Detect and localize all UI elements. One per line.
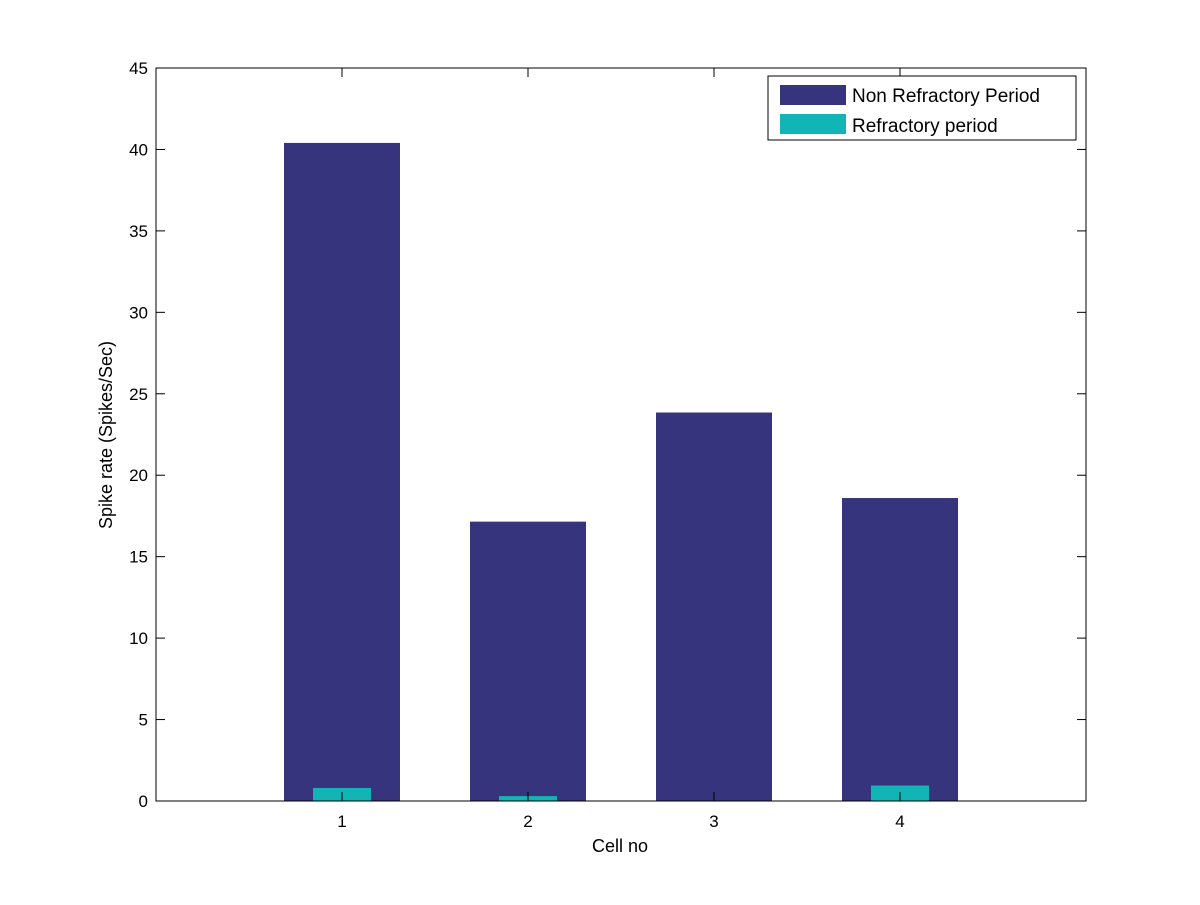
x-axis-label: Cell no (592, 836, 648, 856)
y-tick-label: 40 (129, 140, 148, 159)
y-tick-label: 0 (139, 792, 148, 811)
y-tick-label: 25 (129, 385, 148, 404)
bar-non-refractory-cell-4 (842, 498, 958, 801)
legend: Non Refractory Period Refractory period (767, 75, 1077, 141)
axes-layer: 0 5 10 15 20 25 30 35 40 45 1 2 3 4 (129, 59, 1086, 831)
y-axis-label: Spike rate (Spikes/Sec) (96, 341, 116, 529)
legend-label-refractory: Refractory period (852, 116, 998, 137)
bars-layer (284, 142, 958, 801)
y-tick-label: 30 (129, 303, 148, 322)
x-tick-label: 1 (337, 812, 346, 831)
bar-non-refractory-cell-1 (284, 142, 400, 801)
y-tick-label: 15 (129, 548, 148, 567)
x-tick-label: 2 (523, 812, 532, 831)
bar-non-refractory-cell-3 (656, 412, 772, 801)
x-tick-label: 3 (709, 812, 718, 831)
y-tick-label: 5 (139, 711, 148, 730)
y-tick-label: 10 (129, 629, 148, 648)
legend-label-non-refractory: Non Refractory Period (852, 86, 1040, 107)
y-tick-label: 45 (129, 59, 148, 78)
legend-swatch-refractory (780, 114, 846, 134)
y-tick-label: 35 (129, 222, 148, 241)
bar-non-refractory-cell-2 (470, 521, 586, 801)
plot-frame (155, 67, 1087, 802)
legend-swatch-non-refractory (780, 85, 846, 105)
x-tick-label: 4 (895, 812, 904, 831)
y-tick-label: 20 (129, 466, 148, 485)
